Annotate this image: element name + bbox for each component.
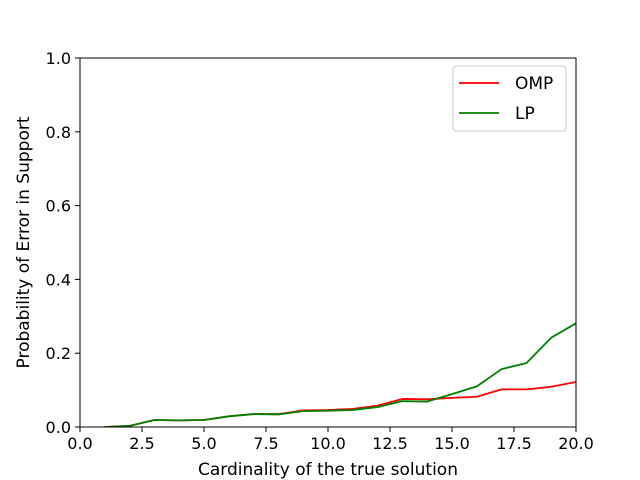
y-tick-label: 1.0 xyxy=(46,49,71,68)
x-tick-label: 15.0 xyxy=(434,434,470,453)
x-tick-label: 0.0 xyxy=(67,434,92,453)
x-tick-label: 2.5 xyxy=(129,434,154,453)
legend-label-omp: OMP xyxy=(515,74,553,94)
x-axis-title: Cardinality of the true solution xyxy=(198,460,458,480)
y-tick-label: 0.4 xyxy=(46,270,71,289)
y-tick-label: 0.0 xyxy=(46,418,71,437)
legend-label-lp: LP xyxy=(515,104,535,124)
x-tick-label: 20.0 xyxy=(558,434,594,453)
x-tick-label: 5.0 xyxy=(191,434,216,453)
y-tick-label: 0.2 xyxy=(46,344,71,363)
x-tick-label: 10.0 xyxy=(310,434,346,453)
y-tick-label: 0.6 xyxy=(46,197,71,216)
series-layer xyxy=(104,322,576,427)
series-line-lp xyxy=(104,322,576,427)
y-axis-title: Probability of Error in Support xyxy=(14,116,34,368)
y-tick-label: 0.8 xyxy=(46,123,71,142)
x-tick-label: 12.5 xyxy=(372,434,408,453)
x-tick-label: 7.5 xyxy=(253,434,278,453)
legend: OMP LP xyxy=(452,65,567,132)
x-tick-label: 17.5 xyxy=(496,434,532,453)
axes-layer: 0.0 2.5 5.0 7.5 10.0 12.5 15.0 17.5 20.0 0.0 0.2 0.… xyxy=(46,49,594,453)
